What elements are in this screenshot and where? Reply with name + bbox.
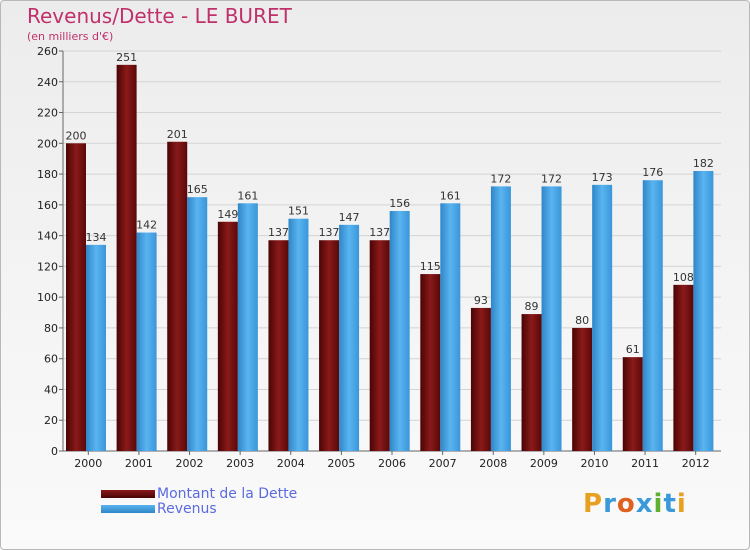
bar-revenus: [339, 224, 360, 451]
data-label: 137: [319, 226, 340, 239]
bar-dette: [521, 314, 542, 451]
logo-letter: t: [663, 489, 677, 519]
legend-swatch-dette: [101, 490, 155, 498]
data-label: 147: [339, 211, 360, 224]
y-tick-label: 80: [44, 322, 58, 335]
x-tick-label: 2009: [530, 457, 558, 470]
x-tick-label: 2000: [74, 457, 102, 470]
logo-letter: i: [653, 489, 664, 519]
bar-revenus: [136, 232, 157, 451]
bar-dette: [572, 327, 593, 451]
chart-title: Revenus/Dette - LE BURET: [27, 4, 292, 28]
data-label: 80: [575, 314, 589, 327]
y-tick-label: 0: [51, 445, 58, 458]
bar-dette: [167, 141, 188, 451]
logo-letter: P: [583, 489, 604, 519]
legend-swatch-revenus: [101, 505, 155, 513]
bar-dette: [622, 357, 643, 451]
data-label: 165: [187, 183, 208, 196]
data-label: 201: [167, 128, 188, 141]
data-label: 108: [673, 271, 694, 284]
data-label: 151: [288, 205, 309, 218]
y-tick-label: 160: [37, 199, 58, 212]
x-tick-label: 2008: [479, 457, 507, 470]
y-tick-label: 120: [37, 260, 58, 273]
data-label: 172: [490, 172, 511, 185]
y-tick-label: 100: [37, 291, 58, 304]
x-tick-label: 2003: [226, 457, 254, 470]
legend-item-revenus: Revenus: [101, 502, 297, 517]
y-tick-label: 40: [44, 383, 58, 396]
x-tick-label: 2012: [682, 457, 710, 470]
y-tick-label: 240: [37, 76, 58, 89]
x-tick-label: 2004: [277, 457, 305, 470]
legend-label-revenus: Revenus: [157, 501, 217, 517]
data-label: 251: [116, 51, 137, 64]
bar-dette: [420, 274, 441, 451]
data-label: 176: [642, 166, 663, 179]
bar-revenus: [187, 197, 208, 451]
legend: Montant de la Dette Revenus: [101, 487, 297, 517]
logo-letter: x: [635, 489, 654, 519]
bar-revenus: [389, 211, 410, 451]
bar-revenus: [592, 184, 613, 451]
bar-dette: [319, 240, 340, 451]
legend-item-dette: Montant de la Dette: [101, 487, 297, 502]
data-label: 137: [268, 226, 289, 239]
proxiti-logo: Proxiti: [583, 489, 687, 519]
x-tick-label: 2010: [580, 457, 608, 470]
data-label: 200: [66, 129, 87, 142]
bar-dette: [470, 307, 491, 451]
y-tick-label: 200: [37, 137, 58, 150]
x-tick-label: 2011: [631, 457, 659, 470]
bar-revenus: [440, 203, 461, 451]
data-label: 93: [474, 294, 488, 307]
logo-letter: r: [603, 489, 617, 519]
data-label: 137: [369, 226, 390, 239]
bar-revenus: [541, 186, 562, 451]
bar-revenus: [288, 218, 309, 451]
data-label: 161: [440, 189, 461, 202]
bar-dette: [217, 221, 238, 451]
y-tick-label: 20: [44, 414, 58, 427]
data-label: 142: [136, 219, 157, 232]
logo-letter: o: [616, 489, 636, 519]
bar-dette: [116, 64, 137, 451]
x-tick-label: 2007: [429, 457, 457, 470]
x-tick-label: 2006: [378, 457, 406, 470]
x-tick-label: 2005: [327, 457, 355, 470]
bar-dette: [66, 143, 86, 452]
data-label: 134: [86, 231, 107, 244]
logo-letter: i: [676, 489, 687, 519]
data-label: 156: [389, 197, 410, 210]
legend-label-dette: Montant de la Dette: [157, 486, 298, 502]
data-label: 115: [420, 260, 441, 273]
y-tick-label: 180: [37, 168, 58, 181]
chart-subtitle: (en milliers d'€): [27, 30, 114, 43]
bar-dette: [673, 284, 694, 451]
bar-revenus: [490, 186, 511, 451]
y-tick-label: 140: [37, 230, 58, 243]
data-label: 149: [217, 208, 238, 221]
data-label: 161: [237, 189, 258, 202]
bar-revenus: [86, 244, 106, 451]
data-label: 173: [592, 171, 613, 184]
bar-revenus: [693, 171, 714, 451]
bar-dette: [369, 240, 390, 451]
x-tick-label: 2001: [125, 457, 153, 470]
data-label: 182: [693, 157, 714, 170]
data-label: 172: [541, 172, 562, 185]
data-label: 89: [525, 300, 539, 313]
bar-revenus: [237, 203, 258, 451]
bar-revenus: [642, 180, 663, 451]
x-tick-label: 2002: [176, 457, 204, 470]
y-tick-label: 60: [44, 353, 58, 366]
data-label: 61: [626, 343, 640, 356]
y-tick-label: 260: [37, 45, 58, 58]
y-tick-label: 220: [37, 107, 58, 120]
bar-dette: [268, 240, 289, 451]
